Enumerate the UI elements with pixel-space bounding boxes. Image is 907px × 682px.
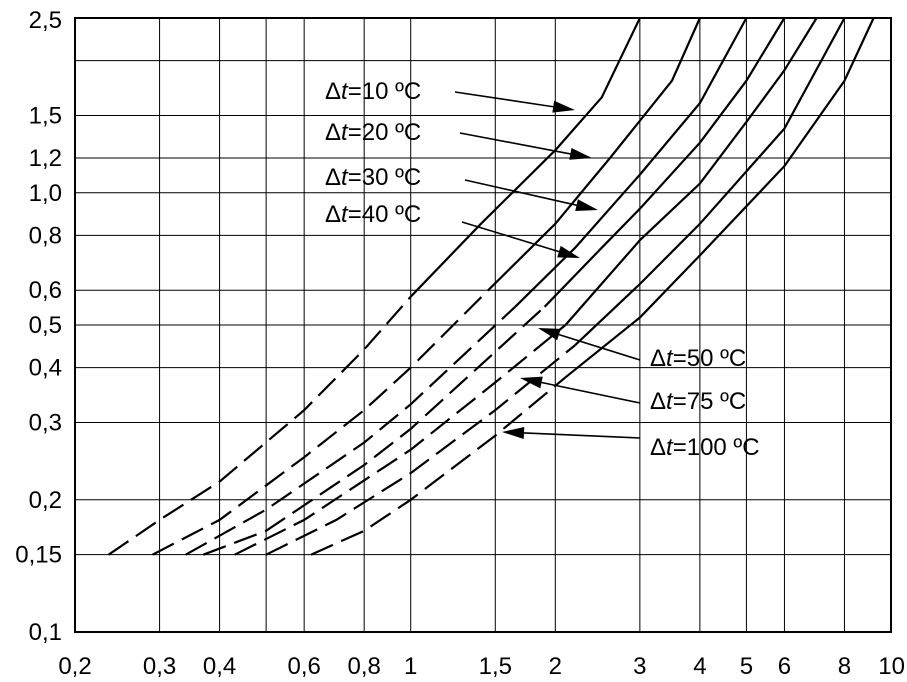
- series-label: Δt=20 ºC: [325, 119, 421, 146]
- series-line-dashed-7: [310, 376, 567, 556]
- temperature-value: 10 ºC: [362, 78, 421, 105]
- y-tick-label: 1,5: [29, 102, 62, 129]
- equals-sign: =: [673, 434, 687, 461]
- y-tick-label: 0,2: [29, 487, 62, 514]
- y-tick-label: 0,6: [29, 277, 62, 304]
- plot-frame: [74, 17, 892, 633]
- variable-t: t: [341, 78, 349, 105]
- equals-sign: =: [348, 164, 362, 191]
- annotation-arrow-head: [569, 148, 592, 160]
- delta-symbol: Δ: [650, 434, 666, 461]
- equals-sign: =: [348, 78, 362, 105]
- x-tick-label: 6: [778, 653, 791, 680]
- delta-symbol: Δ: [650, 345, 666, 372]
- x-tick-label: 1,5: [479, 653, 512, 680]
- y-tick-label: 1,0: [29, 180, 62, 207]
- series-line-dashed-1: [107, 295, 412, 556]
- delta-symbol: Δ: [650, 388, 666, 415]
- x-tick-label: 10: [878, 653, 905, 680]
- annotation-arrow-head: [557, 245, 580, 258]
- series-line-solid-2: [487, 17, 701, 291]
- equals-sign: =: [348, 119, 362, 146]
- equals-sign: =: [673, 345, 687, 372]
- delta-symbol: Δ: [325, 78, 341, 105]
- annotation-arrow-line: [464, 179, 577, 206]
- annotation-arrow-head: [552, 100, 575, 113]
- series-line-solid-1: [409, 17, 641, 298]
- annotation-arrow-line: [461, 221, 560, 253]
- y-tick-label: 0,1: [29, 619, 62, 646]
- series-label: Δt=30 ºC: [325, 164, 421, 191]
- y-tick-label: 0,15: [15, 542, 62, 569]
- x-axis-ticks: 0,2 0,3 0,4 0,6 0,8 1 1,5 2 3 4 5 6 8 10: [58, 653, 905, 680]
- variable-t: t: [666, 434, 674, 461]
- series-label: Δt=100 ºC: [650, 434, 760, 461]
- variable-t: t: [666, 388, 674, 415]
- grid: [74, 17, 892, 633]
- series-line-dashed-3: [185, 305, 516, 556]
- series-label: Δt=75 ºC: [650, 388, 746, 415]
- variable-t: t: [341, 164, 349, 191]
- temperature-value: 75 ºC: [687, 388, 746, 415]
- series-curves: [107, 17, 875, 556]
- series-line-dashed-6: [265, 344, 576, 556]
- x-tick-label: 3: [633, 653, 646, 680]
- x-tick-label: 0,2: [58, 653, 91, 680]
- annotation-arrow-line: [454, 91, 554, 108]
- annotation-arrow-head: [538, 328, 561, 341]
- y-axis-ticks: 0,1 0,15 0,2 0,3 0,4 0,5 0,6 0,8 1,0 1,2 1,5 2,5: [15, 7, 62, 646]
- temperature-value: 30 ºC: [362, 164, 421, 191]
- temperature-value: 20 ºC: [362, 119, 421, 146]
- equals-sign: =: [673, 388, 687, 415]
- variable-t: t: [341, 119, 349, 146]
- x-tick-label: 5: [740, 653, 753, 680]
- y-tick-label: 0,8: [29, 222, 62, 249]
- temperature-value: 50 ºC: [687, 345, 746, 372]
- y-tick-label: 0,5: [29, 312, 62, 339]
- x-tick-label: 2: [549, 653, 562, 680]
- delta-symbol: Δ: [325, 201, 341, 228]
- delta-symbol: Δ: [325, 119, 341, 146]
- series-line-dashed-2: [151, 289, 489, 556]
- x-tick-label: 0,3: [143, 653, 176, 680]
- temperature-value: 100 ºC: [687, 434, 760, 461]
- series-line-dashed-4: [202, 305, 546, 556]
- y-tick-label: 2,5: [29, 7, 62, 34]
- series-line-dashed-5: [234, 324, 567, 556]
- series-label: Δt=50 ºC: [650, 345, 746, 372]
- annotation-arrows: [454, 91, 641, 439]
- annotation-arrow-line: [541, 381, 641, 404]
- variable-t: t: [341, 201, 349, 228]
- annotation-arrow-head: [502, 426, 525, 439]
- series-line-solid-4: [543, 17, 786, 308]
- y-tick-label: 1,2: [29, 145, 62, 172]
- series-line-solid-3: [514, 17, 748, 308]
- x-tick-label: 4: [693, 653, 706, 680]
- series-line-solid-7: [564, 17, 875, 379]
- x-tick-label: 1: [404, 653, 417, 680]
- x-tick-label: 0,6: [287, 653, 320, 680]
- series-line-solid-5: [564, 17, 818, 326]
- series-label: Δt=40 ºC: [325, 201, 421, 228]
- equals-sign: =: [348, 201, 362, 228]
- annotation-arrow-head: [520, 376, 543, 389]
- x-tick-label: 0,8: [347, 653, 380, 680]
- y-tick-label: 0,3: [29, 409, 62, 436]
- temperature-value: 40 ºC: [362, 201, 421, 228]
- series-label: Δt=10 ºC: [325, 78, 421, 105]
- x-tick-label: 8: [838, 653, 851, 680]
- series-line-solid-6: [574, 17, 846, 346]
- x-tick-label: 0,4: [203, 653, 236, 680]
- delta-symbol: Δ: [325, 164, 341, 191]
- annotation-arrow-line: [523, 432, 641, 439]
- annotation-arrow-line: [558, 333, 641, 361]
- annotation-arrow-head: [575, 199, 598, 212]
- annotation-arrow-line: [459, 132, 571, 155]
- y-tick-label: 0,4: [29, 355, 62, 382]
- variable-t: t: [666, 345, 674, 372]
